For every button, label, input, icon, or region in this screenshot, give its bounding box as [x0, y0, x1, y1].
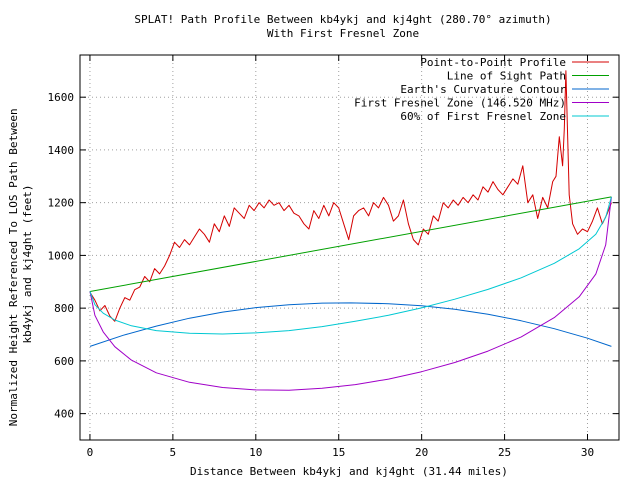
series-first-fresnel-zone-146-520-mhz [89, 196, 612, 391]
y-tick-label-5: 1400 [48, 144, 75, 157]
x-tick-label-1: 5 [170, 446, 177, 459]
axis-ticks: 0 5 10 15 20 25 30 400 600 800 1000 1200 1400 1600 [48, 55, 619, 459]
legend-label-first-fresnel-zone-146-520-mhz: First Fresnel Zone (146.520 MHz) [354, 97, 566, 110]
x-tick-label-6: 30 [581, 446, 594, 459]
y-tick-label-6: 1600 [48, 91, 75, 104]
y-axis-label-line-2: kb4ykj and kj4ght (feet) [21, 185, 34, 344]
series-60-of-first-fresnel-zone [89, 196, 612, 335]
series-layer [89, 70, 612, 391]
y-tick-label-1: 600 [54, 355, 74, 368]
y-axis-label-line-1: Normalized Height Referenced To LOS Path… [7, 108, 20, 426]
y-axis-label: Normalized Height Referenced To LOS Path… [7, 102, 34, 427]
y-tick-label-3: 1000 [48, 249, 75, 262]
legend-label-line-of-sight-path: Line of Sight Path [447, 70, 566, 83]
x-tick-label-0: 0 [87, 446, 94, 459]
chart-subtitle: With First Fresnel Zone [267, 27, 419, 40]
plot-frame [79, 54, 620, 441]
legend-label-point-to-point-profile: Point-to-Point Profile [420, 56, 566, 69]
grid [80, 55, 619, 440]
series-line-of-sight-path [89, 196, 612, 292]
y-tick-label-0: 400 [54, 408, 74, 421]
series-earth-s-curvature-contour [89, 302, 612, 347]
x-tick-label-5: 25 [498, 446, 511, 459]
legend-label-60-of-first-fresnel-zone: 60% of First Fresnel Zone [400, 110, 566, 123]
legend-label-earth-s-curvature-contour: Earth's Curvature Contour [400, 83, 566, 96]
x-tick-label-3: 15 [332, 446, 345, 459]
y-tick-label-4: 1200 [48, 197, 75, 210]
x-tick-label-4: 20 [415, 446, 428, 459]
x-axis-label: Distance Between kb4ykj and kj4ght (31.4… [190, 465, 508, 478]
x-tick-label-2: 10 [249, 446, 262, 459]
y-tick-label-2: 800 [54, 302, 74, 315]
chart-title: SPLAT! Path Profile Between kb4ykj and k… [134, 13, 551, 26]
series-point-to-point-profile [89, 70, 612, 322]
